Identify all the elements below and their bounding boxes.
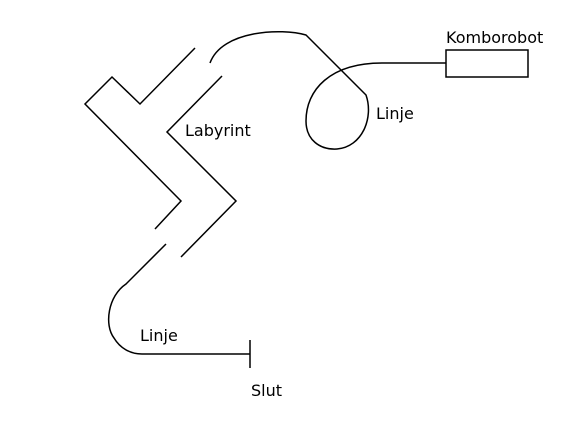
- robot-box: [445, 49, 529, 78]
- labyrinth-inner-wall: [165, 75, 238, 258]
- line-segment-bottom: [107, 243, 250, 355]
- robot-label: Komborobot: [446, 28, 543, 47]
- finish-label: Slut: [251, 381, 282, 400]
- line-bottom-label: Linje: [140, 326, 178, 345]
- labyrinth-outer-wall: [83, 47, 196, 230]
- line-top-label: Linje: [376, 104, 414, 123]
- labyrinth-label: Labyrint: [185, 121, 251, 140]
- line-segment-top: [209, 30, 446, 150]
